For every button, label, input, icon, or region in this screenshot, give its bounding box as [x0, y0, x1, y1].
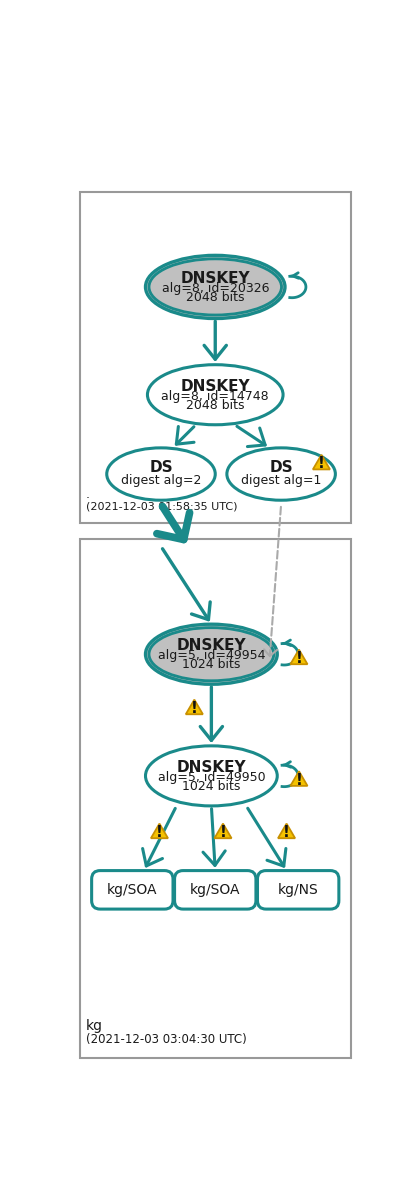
- Text: alg=5, id=49950: alg=5, id=49950: [158, 771, 265, 784]
- Text: !: !: [156, 825, 163, 840]
- Text: .: .: [86, 488, 90, 501]
- Ellipse shape: [145, 255, 285, 319]
- FancyBboxPatch shape: [175, 870, 256, 909]
- Text: (2021-12-03 01:58:35 UTC): (2021-12-03 01:58:35 UTC): [86, 501, 237, 512]
- Ellipse shape: [227, 448, 336, 500]
- Text: DNSKEY: DNSKEY: [176, 638, 246, 654]
- FancyBboxPatch shape: [257, 870, 339, 909]
- Polygon shape: [290, 650, 307, 665]
- Text: !: !: [296, 651, 302, 666]
- Polygon shape: [313, 455, 330, 470]
- Text: !: !: [191, 702, 198, 716]
- Polygon shape: [290, 772, 307, 786]
- Ellipse shape: [145, 745, 277, 805]
- Text: kg/SOA: kg/SOA: [107, 883, 158, 897]
- Text: alg=8, id=14748: alg=8, id=14748: [161, 390, 269, 403]
- Text: 1024 bits: 1024 bits: [182, 780, 241, 793]
- Text: digest alg=1: digest alg=1: [241, 473, 321, 486]
- Text: !: !: [318, 456, 325, 472]
- Ellipse shape: [147, 365, 283, 425]
- FancyBboxPatch shape: [80, 193, 351, 524]
- Ellipse shape: [107, 448, 215, 500]
- Text: kg/SOA: kg/SOA: [190, 883, 241, 897]
- Text: 2048 bits: 2048 bits: [186, 291, 244, 305]
- Text: (2021-12-03 03:04:30 UTC): (2021-12-03 03:04:30 UTC): [86, 1033, 247, 1046]
- Polygon shape: [151, 824, 168, 838]
- Text: kg: kg: [86, 1019, 103, 1033]
- Text: DNSKEY: DNSKEY: [181, 271, 250, 287]
- Text: DNSKEY: DNSKEY: [181, 379, 250, 394]
- Text: alg=8, id=20326: alg=8, id=20326: [162, 282, 269, 295]
- Polygon shape: [186, 700, 203, 714]
- Text: kg/NS: kg/NS: [278, 883, 318, 897]
- Text: !: !: [296, 773, 302, 787]
- Text: DS: DS: [149, 460, 173, 476]
- Text: 2048 bits: 2048 bits: [186, 399, 244, 412]
- Ellipse shape: [145, 624, 277, 684]
- Polygon shape: [215, 824, 231, 838]
- FancyBboxPatch shape: [92, 870, 173, 909]
- Text: DNSKEY: DNSKEY: [176, 760, 246, 775]
- Text: digest alg=2: digest alg=2: [121, 473, 201, 486]
- Text: 1024 bits: 1024 bits: [182, 659, 241, 672]
- Polygon shape: [278, 824, 295, 838]
- Text: !: !: [220, 825, 226, 840]
- Text: alg=5, id=49954: alg=5, id=49954: [158, 649, 265, 662]
- FancyBboxPatch shape: [80, 538, 351, 1058]
- Text: DS: DS: [269, 460, 293, 476]
- Text: !: !: [283, 825, 290, 840]
